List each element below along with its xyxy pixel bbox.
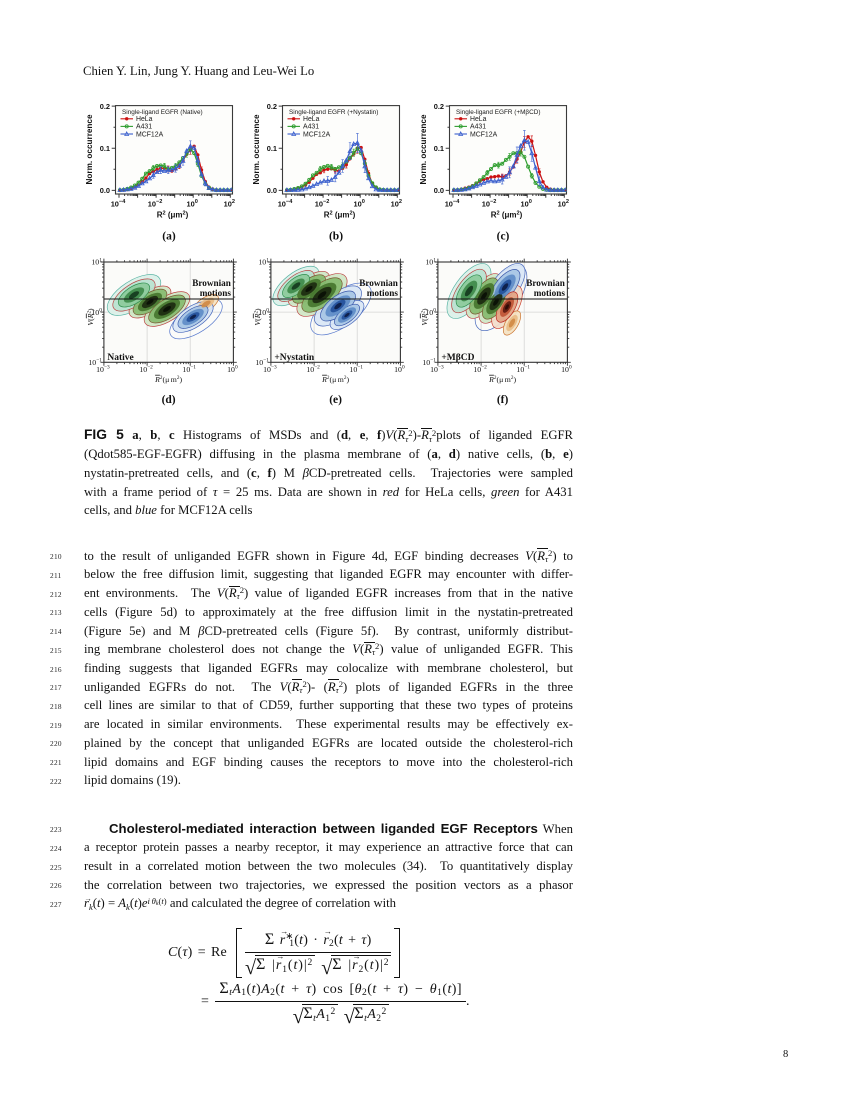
svg-text:102: 102 [224,199,235,208]
svg-text:Single-ligand EGFR (+Nystatin): Single-ligand EGFR (+Nystatin) [289,109,378,116]
svg-text:Single-ligand EGFR (Native): Single-ligand EGFR (Native) [122,109,203,116]
svg-text:(f): (f) [497,394,509,406]
svg-text:10−3: 10−3 [430,365,444,374]
svg-text:102: 102 [558,199,569,208]
svg-text:A431: A431 [303,124,319,131]
svg-text:Norm. occurrence: Norm. occurrence [252,114,261,185]
svg-text:10−3: 10−3 [263,365,277,374]
svg-text:HeLa: HeLa [303,116,320,123]
svg-text:0.0: 0.0 [267,186,277,195]
svg-text:R2(μ m2): R2(μ m2) [321,375,349,384]
svg-text:100: 100 [394,365,405,374]
svg-text:motions: motions [534,288,566,298]
svg-text:Norm. occurrence: Norm. occurrence [85,114,94,185]
svg-text:10−2: 10−2 [306,365,320,374]
svg-text:0.0: 0.0 [100,186,110,195]
svg-text:R2 (μm2): R2 (μm2) [157,210,189,219]
svg-text:10−4: 10−4 [278,199,294,208]
svg-text:10−1: 10−1 [516,365,530,374]
svg-text:101: 101 [258,257,269,266]
svg-text:10−4: 10−4 [111,199,127,208]
svg-text:Native: Native [107,353,133,363]
svg-text:10−1: 10−1 [422,358,436,367]
svg-text:V(R2): V(R2) [420,308,429,326]
svg-text:102: 102 [391,199,402,208]
svg-text:101: 101 [91,257,102,266]
svg-text:Single-ligand EGFR (+MβCD): Single-ligand EGFR (+MβCD) [456,109,540,116]
svg-text:MCF12A: MCF12A [470,131,498,138]
svg-text:(c): (c) [497,231,510,243]
svg-text:101: 101 [425,257,436,266]
svg-text:0.2: 0.2 [267,102,277,111]
svg-text:100: 100 [187,199,198,208]
svg-text:0.1: 0.1 [434,144,444,153]
svg-text:Brownian: Brownian [526,278,565,288]
svg-text:0.2: 0.2 [434,102,444,111]
svg-text:+Nystatin: +Nystatin [274,353,314,363]
svg-text:R2 (μm2): R2 (μm2) [324,210,356,219]
svg-text:0.1: 0.1 [100,144,110,153]
svg-text:R2(μ m2): R2(μ m2) [154,375,182,384]
svg-text:V(R2): V(R2) [253,308,262,326]
svg-text:100: 100 [425,308,436,317]
svg-text:10−3: 10−3 [96,365,110,374]
svg-text:100: 100 [227,365,238,374]
svg-text:100: 100 [258,308,269,317]
svg-text:100: 100 [354,199,365,208]
svg-text:10−4: 10−4 [445,199,461,208]
svg-text:(d): (d) [162,394,176,406]
svg-text:10−2: 10−2 [482,199,497,208]
svg-text:R2 (μm2): R2 (μm2) [491,210,523,219]
svg-text:R2(μ m2): R2(μ m2) [488,375,516,384]
svg-text:0.0: 0.0 [434,186,444,195]
svg-text:10−1: 10−1 [349,365,363,374]
svg-text:A431: A431 [136,124,152,131]
svg-text:HeLa: HeLa [470,116,487,123]
svg-text:0.1: 0.1 [267,144,277,153]
svg-text:(b): (b) [329,231,343,243]
svg-text:10−2: 10−2 [315,199,330,208]
svg-text:A431: A431 [470,124,486,131]
svg-text:Norm. occurrence: Norm. occurrence [419,114,428,185]
svg-text:10−2: 10−2 [148,199,163,208]
svg-text:10−1: 10−1 [88,358,102,367]
svg-text:motions: motions [200,288,232,298]
svg-text:10−1: 10−1 [182,365,196,374]
svg-text:10−1: 10−1 [255,358,269,367]
svg-text:+MβCD: +MβCD [441,353,474,363]
svg-text:100: 100 [561,365,572,374]
svg-text:MCF12A: MCF12A [136,131,164,138]
svg-text:10−2: 10−2 [139,365,153,374]
svg-text:100: 100 [521,199,532,208]
svg-text:Brownian: Brownian [359,278,398,288]
svg-text:(e): (e) [329,394,342,406]
svg-text:HeLa: HeLa [136,116,153,123]
svg-text:100: 100 [91,308,102,317]
svg-text:0.2: 0.2 [100,102,110,111]
svg-text:(a): (a) [162,231,176,243]
svg-text:motions: motions [367,288,399,298]
svg-text:10−2: 10−2 [473,365,487,374]
svg-text:V(R2): V(R2) [86,308,95,326]
svg-text:Brownian: Brownian [192,278,231,288]
svg-text:MCF12A: MCF12A [303,131,331,138]
